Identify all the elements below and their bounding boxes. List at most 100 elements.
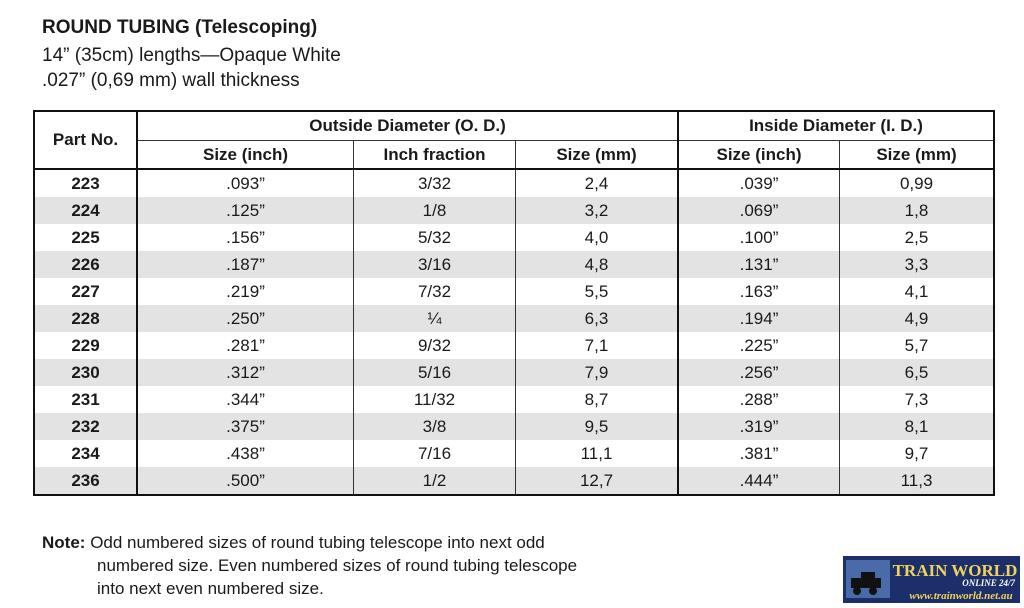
cell: .250” <box>136 305 354 332</box>
cell: .131” <box>677 251 840 278</box>
cell: 9,5 <box>515 413 679 440</box>
cell: 6,3 <box>515 305 679 332</box>
column-header: Inch fraction <box>353 140 516 170</box>
cell: 3/8 <box>353 413 516 440</box>
table-row: 229.281” 9/32 7,1.225” 5,7 <box>33 332 995 359</box>
cell: 1,8 <box>839 197 995 224</box>
table-row: 228.250” ¼ 6,3.194” 4,9 <box>33 305 995 332</box>
part-number: 225 <box>33 224 138 251</box>
logo-tagline: ONLINE 24/7 <box>962 578 1015 588</box>
cell: .093” <box>136 169 354 197</box>
cell: 8,1 <box>839 413 995 440</box>
column-header: Size (mm) <box>839 140 995 170</box>
table-row: 236.500” 1/2 12,7.444” 11,3 <box>33 467 995 495</box>
cell: .381” <box>677 440 840 467</box>
part-number: 226 <box>33 251 138 278</box>
logo-graphic: TRAIN WORLD ONLINE 24/7 www.trainworld.n… <box>846 560 1018 602</box>
cell: 4,9 <box>839 305 995 332</box>
cell: 11/32 <box>353 386 516 413</box>
logo-url: www.trainworld.net.au <box>909 590 1012 602</box>
part-number: 230 <box>33 359 138 386</box>
cell: 5/16 <box>353 359 516 386</box>
cell: 3/16 <box>353 251 516 278</box>
part-number: 224 <box>33 197 138 224</box>
tubing-table: Part No. Outside Diameter (O. D.) Inside… <box>33 110 995 496</box>
cell: 8,7 <box>515 386 679 413</box>
cell: 9,7 <box>839 440 995 467</box>
cell: .500” <box>136 467 354 495</box>
cell: .444” <box>677 467 840 495</box>
part-number: 229 <box>33 332 138 359</box>
title: ROUND TUBING (Telescoping) <box>42 17 318 38</box>
cell: .163” <box>677 278 840 305</box>
cell: 1/8 <box>353 197 516 224</box>
cell: .225” <box>677 332 840 359</box>
cell: 5,7 <box>839 332 995 359</box>
cell: 7/32 <box>353 278 516 305</box>
cell: 7,9 <box>515 359 679 386</box>
part-number: 231 <box>33 386 138 413</box>
cell: 7/16 <box>353 440 516 467</box>
cell: .319” <box>677 413 840 440</box>
cell: 3,2 <box>515 197 679 224</box>
table-row: 231.344” 11/32 8,7.288” 7,3 <box>33 386 995 413</box>
cell: .375” <box>136 413 354 440</box>
part-number: 236 <box>33 467 138 495</box>
cell: 2,4 <box>515 169 679 197</box>
group-header: Inside Diameter (I. D.) <box>677 111 995 141</box>
cell: .100” <box>677 224 840 251</box>
table-row: 230.312” 5/16 7,9.256” 6,5 <box>33 359 995 386</box>
note-line: into next even numbered size. <box>97 579 324 598</box>
cell: 6,5 <box>839 359 995 386</box>
cell: 12,7 <box>515 467 679 495</box>
table-row: 224.125” 1/8 3,2.069” 1,8 <box>33 197 995 224</box>
cell: .288” <box>677 386 840 413</box>
note-line: Odd numbered sizes of round tubing teles… <box>90 533 545 552</box>
cell: .256” <box>677 359 840 386</box>
note-line: numbered size. Even numbered sizes of ro… <box>97 556 578 575</box>
cell: ¼ <box>353 305 516 332</box>
table-body: 223.093” 3/32 2,4.039” 0,99 224.125” 1/8 3,2.0… <box>33 169 995 495</box>
cell: .219” <box>136 278 354 305</box>
cell: .156” <box>136 224 354 251</box>
cell: 7,3 <box>839 386 995 413</box>
table-row: 227.219” 7/32 5,5.163” 4,1 <box>33 278 995 305</box>
logo-name: TRAIN WORLD <box>893 561 1018 580</box>
cell: .187” <box>136 251 354 278</box>
subtitle: 14” (35cm) lengths—Opaque White <box>42 45 341 66</box>
logo: TRAIN WORLD ONLINE 24/7 www.trainworld.n… <box>843 556 1020 603</box>
cell: 9/32 <box>353 332 516 359</box>
cell: 11,1 <box>515 440 679 467</box>
cell: 3/32 <box>353 169 516 197</box>
cell: 5/32 <box>353 224 516 251</box>
cell: 3,3 <box>839 251 995 278</box>
group-header: Outside Diameter (O. D.) <box>136 111 679 141</box>
cell: .194” <box>677 305 840 332</box>
column-header: Size (mm) <box>515 140 679 170</box>
part-number: 228 <box>33 305 138 332</box>
part-header: Part No. <box>33 111 138 170</box>
cell: .039” <box>677 169 840 197</box>
cell: 4,1 <box>839 278 995 305</box>
cell: 0,99 <box>839 169 995 197</box>
table-row: 234.438” 7/16 11,1.381” 9,7 <box>33 440 995 467</box>
part-number: 223 <box>33 169 138 197</box>
cell: 4,0 <box>515 224 679 251</box>
cell: .125” <box>136 197 354 224</box>
cell: 7,1 <box>515 332 679 359</box>
cell: .281” <box>136 332 354 359</box>
cell: 4,8 <box>515 251 679 278</box>
column-header: Size (inch) <box>136 140 354 170</box>
column-header: Size (inch) <box>677 140 840 170</box>
part-number: 234 <box>33 440 138 467</box>
part-number: 232 <box>33 413 138 440</box>
table-row: 226.187” 3/16 4,8.131” 3,3 <box>33 251 995 278</box>
cell: .344” <box>136 386 354 413</box>
table-row: 232.375” 3/8 9,5.319” 8,1 <box>33 413 995 440</box>
note-label: Note: <box>42 533 86 552</box>
cell: .438” <box>136 440 354 467</box>
cell: 1/2 <box>353 467 516 495</box>
cell: 5,5 <box>515 278 679 305</box>
part-number: 227 <box>33 278 138 305</box>
